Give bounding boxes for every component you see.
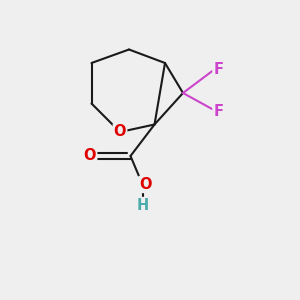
Text: H: H [136, 198, 148, 213]
Text: O: O [139, 177, 152, 192]
Text: O: O [114, 124, 126, 140]
Text: F: F [213, 103, 224, 118]
Text: O: O [84, 148, 96, 164]
Text: F: F [213, 61, 224, 76]
